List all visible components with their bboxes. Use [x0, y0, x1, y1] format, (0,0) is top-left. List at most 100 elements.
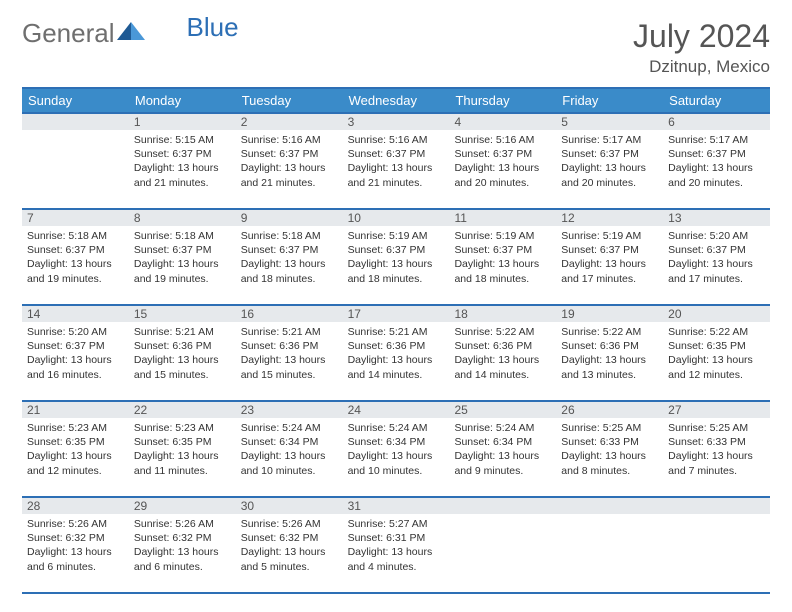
daylight-b-text: and 18 minutes.	[348, 272, 445, 286]
daylight-b-text: and 8 minutes.	[561, 464, 658, 478]
daylight-a-text: Daylight: 13 hours	[134, 353, 231, 367]
day-number: 12	[556, 210, 663, 226]
daylight-a-text: Daylight: 13 hours	[561, 257, 658, 271]
day-number-row: 28293031	[22, 498, 770, 514]
sunset-text: Sunset: 6:35 PM	[668, 339, 765, 353]
daylight-a-text: Daylight: 13 hours	[27, 257, 124, 271]
day-cell: Sunrise: 5:21 AMSunset: 6:36 PMDaylight:…	[129, 322, 236, 400]
daylight-a-text: Daylight: 13 hours	[561, 449, 658, 463]
header: General Blue July 2024 Dzitnup, Mexico	[22, 18, 770, 77]
week-row: Sunrise: 5:23 AMSunset: 6:35 PMDaylight:…	[22, 418, 770, 498]
daylight-b-text: and 21 minutes.	[348, 176, 445, 190]
sunset-text: Sunset: 6:37 PM	[561, 243, 658, 257]
day-cell: Sunrise: 5:17 AMSunset: 6:37 PMDaylight:…	[556, 130, 663, 208]
daylight-b-text: and 12 minutes.	[668, 368, 765, 382]
day-number: 13	[663, 210, 770, 226]
daylight-b-text: and 15 minutes.	[134, 368, 231, 382]
week-row: Sunrise: 5:15 AM Sunset: 6:37 PM Daylight:…	[22, 130, 770, 210]
day-number: 16	[236, 306, 343, 322]
sunrise-text: Sunrise: 5:24 AM	[348, 421, 445, 435]
sunrise-text: Sunrise: 5:16 AM	[348, 133, 445, 147]
daylight-b-text: and 14 minutes.	[348, 368, 445, 382]
daylight-a-text: Daylight: 13 hours	[27, 545, 124, 559]
week-row: Sunrise: 5:20 AMSunset: 6:37 PMDaylight:…	[22, 322, 770, 402]
daylight-a-text: Daylight: 13 hours	[348, 257, 445, 271]
day-cell	[449, 514, 556, 592]
sunset-text: Sunset: 6:37 PM	[454, 243, 551, 257]
day-cell: Sunrise: 5:22 AMSunset: 6:36 PMDaylight:…	[556, 322, 663, 400]
title-block: July 2024 Dzitnup, Mexico	[633, 18, 770, 77]
day-cell: Sunrise: 5:20 AMSunset: 6:37 PMDaylight:…	[663, 226, 770, 304]
day-number	[449, 498, 556, 514]
daylight-a-text: Daylight: 13 hours	[668, 257, 765, 271]
daylight-a-text: Daylight: 13 hours	[134, 161, 231, 175]
daylight-a-text: Daylight: 13 hours	[134, 449, 231, 463]
day-number: 27	[663, 402, 770, 418]
sunset-text: Sunset: 6:36 PM	[348, 339, 445, 353]
day-cell: Sunrise: 5:18 AMSunset: 6:37 PMDaylight:…	[129, 226, 236, 304]
day-number: 30	[236, 498, 343, 514]
daylight-a-text: Daylight: 13 hours	[241, 161, 338, 175]
sunrise-text: Sunrise: 5:16 AM	[454, 133, 551, 147]
day-cell: Sunrise: 5:17 AMSunset: 6:37 PMDaylight:…	[663, 130, 770, 208]
week-row: Sunrise: 5:26 AMSunset: 6:32 PMDaylight:…	[22, 514, 770, 594]
day-number	[22, 114, 129, 130]
logo-text-general: General	[22, 18, 115, 49]
sunset-text: Sunset: 6:32 PM	[241, 531, 338, 545]
sunrise-text: Sunrise: 5:18 AM	[241, 229, 338, 243]
day-number: 22	[129, 402, 236, 418]
sunrise-text: Sunrise: 5:17 AM	[561, 133, 658, 147]
daylight-b-text: and 9 minutes.	[454, 464, 551, 478]
day-cell: Sunrise: 5:15 AMSunset: 6:37 PMDaylight:…	[129, 130, 236, 208]
weeks-container: 123456Sunrise: 5:15 AMSunset: 6:37 PMDay…	[22, 114, 770, 594]
daylight-b-text: and 18 minutes.	[454, 272, 551, 286]
sunrise-text: Sunrise: 5:26 AM	[241, 517, 338, 531]
daylight-b-text: and 10 minutes.	[241, 464, 338, 478]
daylight-b-text: and 20 minutes.	[454, 176, 551, 190]
day-cell: Sunrise: 5:20 AMSunset: 6:37 PMDaylight:…	[22, 322, 129, 400]
brand-logo: General Blue	[22, 18, 239, 49]
day-cell: Sunrise: 5:18 AMSunset: 6:37 PMDaylight:…	[236, 226, 343, 304]
day-cell: Sunrise: 5:24 AMSunset: 6:34 PMDaylight:…	[236, 418, 343, 496]
day-cell: Sunrise: 5:23 AMSunset: 6:35 PMDaylight:…	[129, 418, 236, 496]
sunrise-text: Sunrise: 5:18 AM	[27, 229, 124, 243]
sunset-text: Sunset: 6:37 PM	[348, 147, 445, 161]
sunset-text: Sunset: 6:34 PM	[454, 435, 551, 449]
day-number: 1	[129, 114, 236, 130]
logo-triangle-icon	[117, 20, 145, 47]
sunrise-text: Sunrise: 5:25 AM	[668, 421, 765, 435]
day-number: 23	[236, 402, 343, 418]
daylight-b-text: and 18 minutes.	[241, 272, 338, 286]
sunset-text: Sunset: 6:37 PM	[134, 243, 231, 257]
daylight-b-text: and 5 minutes.	[241, 560, 338, 574]
day-number: 10	[343, 210, 450, 226]
day-cell: Sunrise: 5:25 AMSunset: 6:33 PMDaylight:…	[663, 418, 770, 496]
day-cell: Sunrise: 5:23 AMSunset: 6:35 PMDaylight:…	[22, 418, 129, 496]
day-number: 20	[663, 306, 770, 322]
weekday-header-row: Sunday Monday Tuesday Wednesday Thursday…	[22, 87, 770, 114]
weekday-header: Sunday	[22, 89, 129, 112]
daylight-a-text: Daylight: 13 hours	[241, 545, 338, 559]
daylight-a-text: Daylight: 13 hours	[241, 353, 338, 367]
daylight-a-text: Daylight: 13 hours	[348, 449, 445, 463]
sunset-text: Sunset: 6:35 PM	[27, 435, 124, 449]
day-number-row: 21222324252627	[22, 402, 770, 418]
daylight-a-text: Daylight: 13 hours	[241, 257, 338, 271]
sunrise-text: Sunrise: 5:21 AM	[241, 325, 338, 339]
daylight-a-text: Daylight: 13 hours	[27, 449, 124, 463]
daylight-a-text: Daylight: 13 hours	[348, 353, 445, 367]
day-number-row: 123456	[22, 114, 770, 130]
day-cell	[556, 514, 663, 592]
sunset-text: Sunset: 6:32 PM	[27, 531, 124, 545]
sunrise-text: Sunrise: 5:20 AM	[27, 325, 124, 339]
weekday-header: Friday	[556, 89, 663, 112]
sunset-text: Sunset: 6:37 PM	[668, 147, 765, 161]
sunrise-text: Sunrise: 5:19 AM	[561, 229, 658, 243]
daylight-a-text: Daylight: 13 hours	[134, 257, 231, 271]
sunset-text: Sunset: 6:34 PM	[241, 435, 338, 449]
sunrise-text: Sunrise: 5:19 AM	[348, 229, 445, 243]
sunset-text: Sunset: 6:37 PM	[454, 147, 551, 161]
sunrise-text: Sunrise: 5:15 AM	[134, 133, 231, 147]
day-number: 7	[22, 210, 129, 226]
sunrise-text: Sunrise: 5:21 AM	[134, 325, 231, 339]
